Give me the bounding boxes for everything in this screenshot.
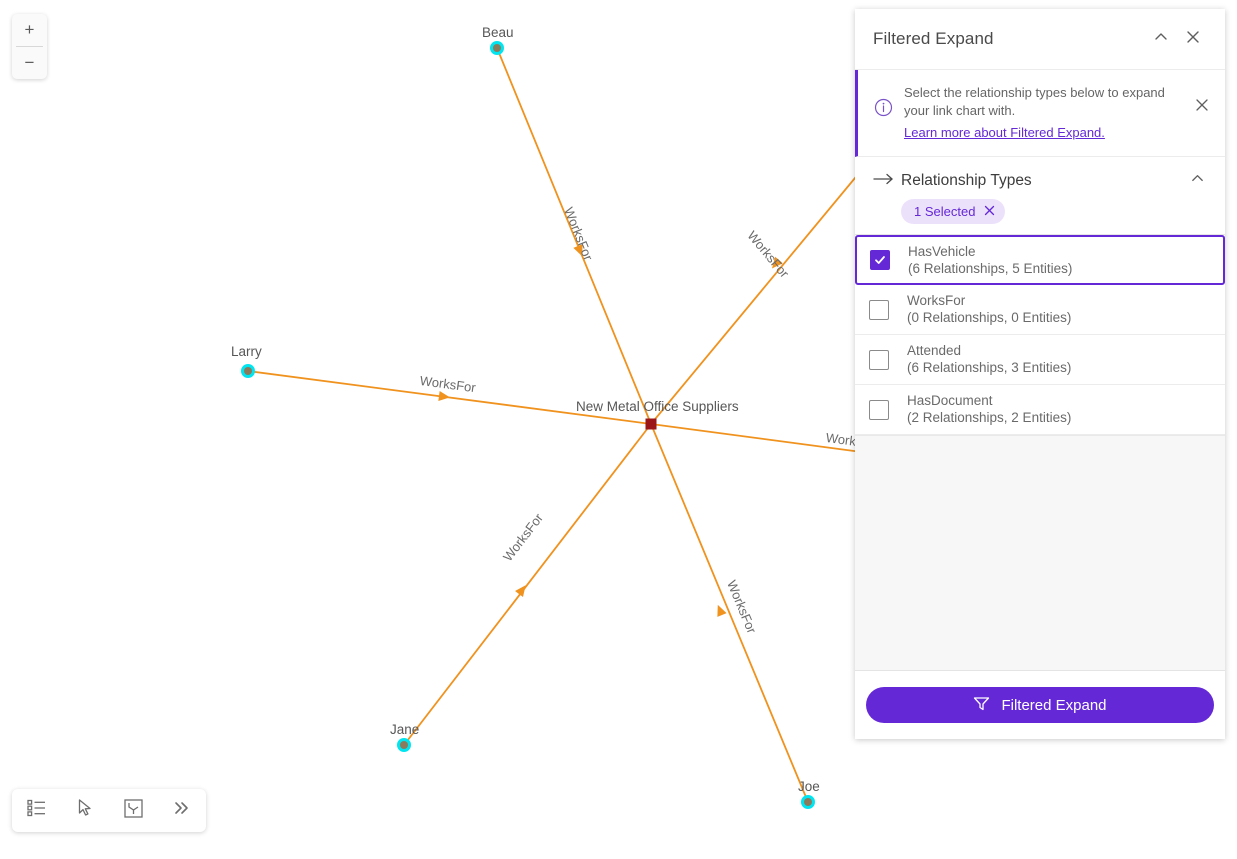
node-marker-larry[interactable] xyxy=(241,364,255,378)
panel-empty-area xyxy=(855,435,1225,670)
node-marker-jane[interactable] xyxy=(397,738,411,752)
lasso-select-icon xyxy=(124,798,143,823)
node-marker-organization[interactable] xyxy=(645,418,657,430)
checkbox-hasdocument[interactable] xyxy=(869,399,889,420)
checkbox-worksfor[interactable] xyxy=(869,299,889,320)
filtered-expand-panel: Filtered Expand xyxy=(855,9,1225,739)
clear-selection-icon[interactable] xyxy=(984,205,995,218)
relationship-name: WorksFor xyxy=(907,293,966,308)
node-marker-joe[interactable] xyxy=(801,795,815,809)
info-circle-icon xyxy=(870,98,896,117)
pointer-select-button[interactable] xyxy=(61,789,110,832)
relationship-count: (0 Relationships, 0 Entities) xyxy=(907,310,1072,325)
relationship-item-hasdocument[interactable]: HasDocument (2 Relationships, 2 Entities… xyxy=(855,385,1225,435)
edge-upperright-org[interactable] xyxy=(650,142,885,425)
edge-arrow-larry xyxy=(438,391,450,401)
relationship-name: Attended xyxy=(907,343,962,358)
relationship-count: (6 Relationships, 5 Entities) xyxy=(908,260,1073,276)
pointer-icon xyxy=(78,799,92,822)
node-label-joe: Joe xyxy=(798,779,820,794)
edge-arrow-upperright xyxy=(771,256,783,269)
relationship-count: (2 Relationships, 2 Entities) xyxy=(907,410,1072,425)
panel-footer: Filtered Expand xyxy=(855,670,1225,739)
close-icon xyxy=(1195,98,1209,117)
filtered-expand-button[interactable]: Filtered Expand xyxy=(866,687,1214,723)
relationship-item-hasvehicle[interactable]: HasVehicle (6 Relationships, 5 Entities) xyxy=(855,235,1225,285)
chevron-up-icon xyxy=(1153,29,1169,50)
relationship-types-collapse-button[interactable] xyxy=(1185,171,1209,191)
panel-title: Filtered Expand xyxy=(873,29,994,48)
relationship-types-section: Relationship Types 1 Selected xyxy=(855,157,1225,435)
lasso-select-button[interactable] xyxy=(109,789,158,832)
node-marker-beau[interactable] xyxy=(490,41,504,55)
edge-arrow-beau xyxy=(573,244,583,257)
edge-beau-org[interactable] xyxy=(496,47,652,425)
node-label-larry: Larry xyxy=(231,344,262,359)
edge-jane-org[interactable] xyxy=(403,423,652,746)
info-banner-close-button[interactable] xyxy=(1191,98,1213,117)
info-banner: Select the relationship types below to e… xyxy=(855,70,1225,157)
relationship-item-worksfor[interactable]: WorksFor (0 Relationships, 0 Entities) xyxy=(855,285,1225,335)
info-banner-text: Select the relationship types below to e… xyxy=(904,85,1165,118)
selected-count-chip[interactable]: 1 Selected xyxy=(901,199,1006,224)
zoom-in-button[interactable]: + xyxy=(24,20,35,39)
graph-tools-toolbar xyxy=(12,789,206,832)
node-label-beau: Beau xyxy=(482,25,514,40)
edge-arrow-joe xyxy=(717,604,727,617)
selected-count-label: 1 Selected xyxy=(914,204,976,219)
chevron-up-icon xyxy=(1190,171,1205,191)
relationship-text-hasdocument: HasDocument (2 Relationships, 2 Entities… xyxy=(907,392,1071,427)
zoom-out-button[interactable]: − xyxy=(24,53,35,72)
panel-collapse-button[interactable] xyxy=(1145,23,1177,55)
learn-more-link[interactable]: Learn more about Filtered Expand. xyxy=(904,125,1105,140)
filter-funnel-icon xyxy=(973,695,990,716)
relationship-count: (6 Relationships, 3 Entities) xyxy=(907,360,1072,375)
relationship-text-attended: Attended (6 Relationships, 3 Entities) xyxy=(907,342,1071,377)
relationship-types-list: HasVehicle (6 Relationships, 5 Entities)… xyxy=(855,234,1225,435)
relationship-types-title: Relationship Types xyxy=(901,172,1032,189)
close-icon xyxy=(1185,29,1201,50)
node-label-jane: Jane xyxy=(390,722,420,737)
node-label-organization: New Metal Office Suppliers xyxy=(576,399,739,414)
edge-joe-org[interactable] xyxy=(650,423,809,803)
relationship-item-attended[interactable]: Attended (6 Relationships, 3 Entities) xyxy=(855,335,1225,385)
more-tools-button[interactable] xyxy=(158,789,207,832)
filtered-expand-button-label: Filtered Expand xyxy=(1001,696,1107,714)
relationship-text-hasvehicle: HasVehicle (6 Relationships, 5 Entities) xyxy=(908,243,1072,278)
list-view-icon xyxy=(27,799,46,822)
arrow-right-icon xyxy=(873,172,901,190)
relationship-name: HasVehicle xyxy=(908,243,976,259)
panel-header: Filtered Expand xyxy=(855,9,1225,70)
chevron-double-right-icon xyxy=(172,800,191,821)
edge-org-right[interactable] xyxy=(650,423,885,456)
relationship-text-worksfor: WorksFor (0 Relationships, 0 Entities) xyxy=(907,292,1071,327)
info-banner-body: Select the relationship types below to e… xyxy=(896,84,1191,142)
edge-arrow-jane xyxy=(515,585,526,598)
checkbox-hasvehicle[interactable] xyxy=(870,250,890,270)
checkbox-attended[interactable] xyxy=(869,349,889,370)
selected-filters-chips: 1 Selected xyxy=(855,195,1225,234)
panel-close-button[interactable] xyxy=(1177,23,1209,55)
relationship-types-header[interactable]: Relationship Types xyxy=(855,157,1225,195)
list-view-button[interactable] xyxy=(12,789,61,832)
zoom-control: + − xyxy=(12,14,47,79)
relationship-name: HasDocument xyxy=(907,393,993,408)
zoom-control-divider xyxy=(16,46,43,47)
